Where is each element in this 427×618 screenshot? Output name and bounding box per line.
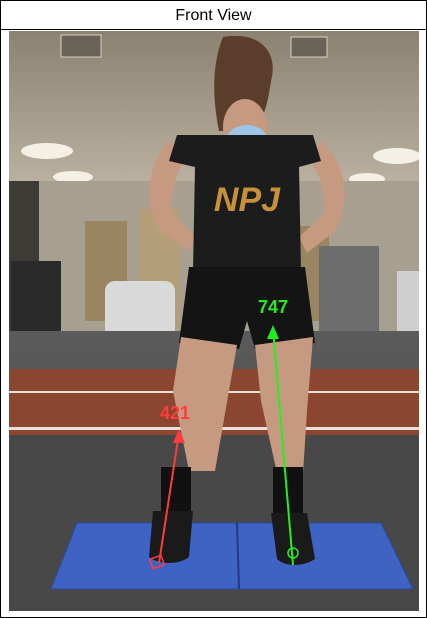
ceiling-light-left-2	[53, 171, 93, 183]
left-vector-line	[158, 432, 180, 564]
front-view-scene: NPJ 421 747	[9, 31, 419, 611]
person-left-shoe	[149, 511, 193, 563]
right-vector-label: 747	[258, 297, 288, 317]
right-vector-origin-marker	[287, 547, 299, 559]
ceiling-vent-left	[60, 34, 102, 58]
person-right-leg	[255, 337, 313, 473]
left-force-vector: 421	[148, 403, 190, 570]
right-vector-arrowhead	[267, 325, 279, 339]
ceiling-light-left	[21, 143, 73, 159]
right-force-vector: 747	[258, 297, 299, 566]
right-vector-line	[272, 328, 294, 566]
bike-machine	[105, 281, 175, 339]
person-shirt	[169, 135, 321, 271]
left-vector-arrowhead	[173, 429, 185, 443]
person-left-leg	[173, 337, 237, 471]
left-vector-label: 421	[160, 403, 190, 423]
treadmill-left	[11, 261, 61, 341]
person-right-shoe	[271, 513, 315, 565]
force-plate-mat	[50, 522, 414, 590]
person-left-sock	[161, 467, 191, 513]
ceiling-light-right	[373, 148, 419, 164]
force-plate-seam	[236, 522, 240, 590]
view-title: Front View	[175, 7, 252, 24]
person-shorts	[179, 267, 315, 349]
person-right-arm	[299, 141, 345, 253]
shirt-logo: NPJ	[214, 181, 281, 219]
machine-far-right	[397, 271, 419, 341]
rack-right	[319, 246, 379, 346]
title-divider	[1, 29, 426, 30]
left-vector-origin-marker	[148, 554, 166, 570]
ceiling-vent-right	[290, 36, 328, 58]
person-left-arm	[149, 141, 197, 251]
